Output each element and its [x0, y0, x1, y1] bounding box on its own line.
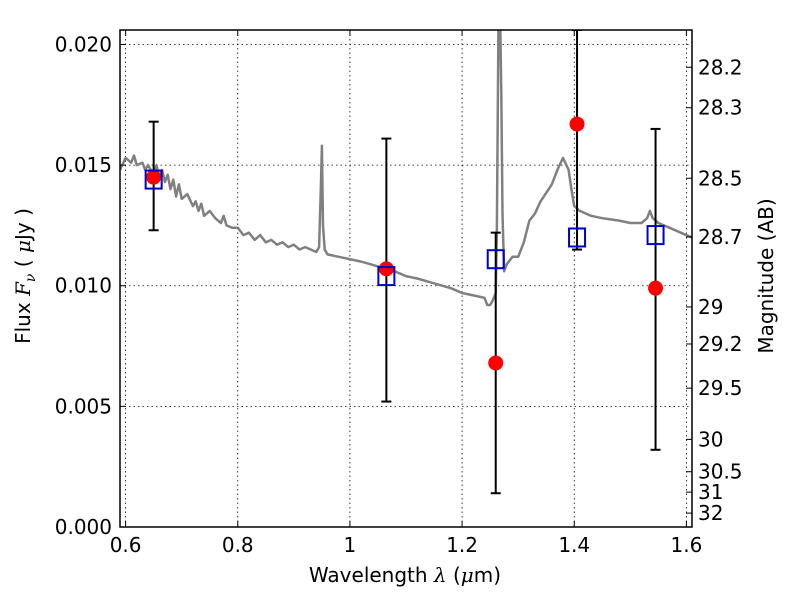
x-tick-label: 0.6: [110, 533, 142, 557]
mag-tick-label: 32: [698, 501, 723, 525]
mag-tick-label: 28.5: [698, 166, 743, 190]
mag-tick-label: 29.2: [698, 332, 743, 356]
x-tick-label: 1.2: [446, 533, 478, 557]
y-tick-label: 0.020: [55, 32, 112, 56]
right-axis-label: Magnitude (AB): [754, 198, 778, 353]
mag-tick-label: 29: [698, 295, 723, 319]
y-tick-label: 0.000: [55, 515, 112, 539]
grid: [120, 30, 692, 528]
observed-point: [378, 261, 394, 277]
y-axis-label: Flux Fν ( μJy ): [11, 208, 39, 344]
y-tick-label: 0.015: [55, 153, 112, 177]
mag-tick-label: 30: [698, 427, 723, 451]
mag-tick-label: 31: [698, 480, 723, 504]
mag-tick-label: 28.7: [698, 225, 743, 249]
mag-tick-label: 28.2: [698, 55, 743, 79]
x-axis-label: Wavelength λ (μm): [309, 563, 501, 587]
model-square: [568, 227, 587, 248]
x-tick-label: 1.6: [670, 533, 702, 557]
plot-data: [120, 30, 692, 495]
y-tick-label: 0.005: [55, 394, 112, 418]
observed-point: [569, 116, 585, 132]
observed-point: [146, 169, 162, 185]
mag-tick-label: 29.5: [698, 376, 743, 400]
mag-tick-label: 30.5: [698, 460, 743, 484]
plot-frame: [119, 29, 693, 528]
model-square: [377, 266, 396, 287]
model-square: [646, 225, 665, 246]
observed-point: [488, 355, 504, 371]
y-tick-label: 0.010: [55, 274, 112, 298]
x-tick-label: 0.8: [222, 533, 254, 557]
model-square: [144, 169, 163, 190]
x-tick-label: 1: [344, 533, 357, 557]
x-tick-label: 1.4: [558, 533, 590, 557]
mag-tick-label: 28.3: [698, 96, 743, 120]
ticks: 0.6 0.8 1 1.2 1.4 1.6 0.000 0.005 0.010 0.015 0.02…: [55, 30, 743, 557]
model-square: [486, 249, 505, 270]
plot-area: [120, 30, 692, 495]
spectrum-line: [120, 30, 692, 307]
observed-point: [648, 280, 664, 296]
